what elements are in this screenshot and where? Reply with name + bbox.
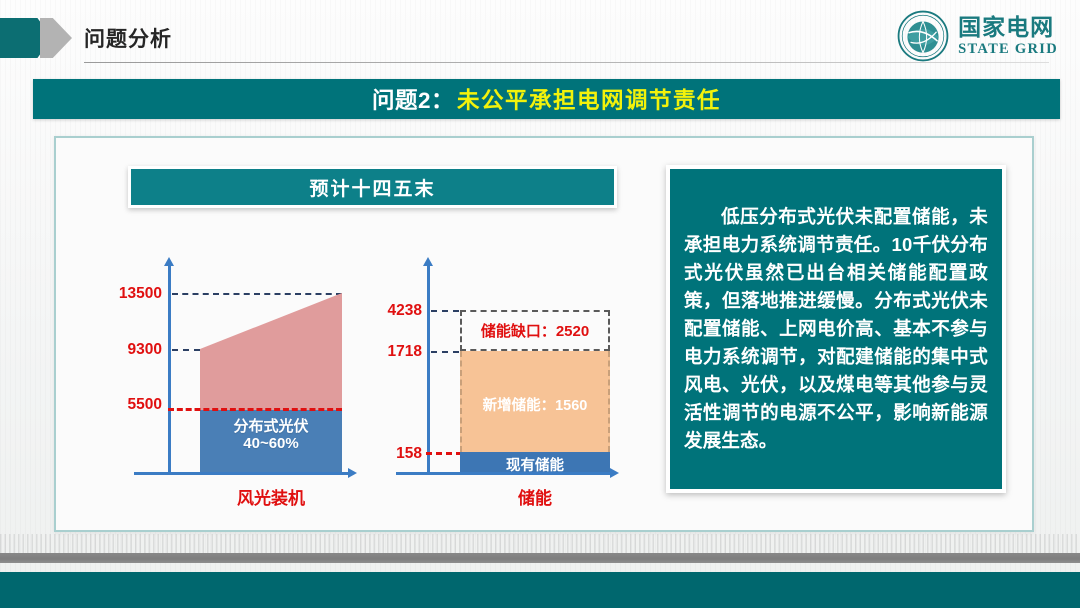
storage-gap-label: 储能缺口：2520 [480, 323, 590, 340]
breadcrumb: 问题分析 [84, 28, 172, 51]
guide-line-9300 [172, 349, 200, 351]
distributed-pv-bar-label: 分布式光伏 40~60% [200, 418, 342, 453]
chart-wind-solar-capacity: 13500 9300 5500 分布式光伏 40~60% 风光装机 [100, 257, 370, 508]
marker-line-158 [426, 452, 462, 455]
footer-gray-band [0, 553, 1080, 563]
y-tick-5500: 5500 [127, 396, 162, 413]
breadcrumb-chevron-gray-icon [40, 18, 72, 58]
marker-line-5500 [168, 408, 342, 411]
guide-line-4238 [431, 310, 459, 312]
storage-gap-box [460, 310, 610, 351]
header-divider [84, 62, 1049, 63]
slide-title-band: 问题2： 未公平承担电网调节责任 [33, 79, 1060, 119]
footer-texture [0, 534, 1080, 553]
y-tick-4238: 4238 [387, 302, 422, 319]
guide-line-1718 [431, 351, 459, 353]
existing-storage-label: 现有储能 [506, 458, 564, 474]
y-tick-158: 158 [396, 445, 422, 462]
guide-line-13500 [172, 293, 342, 295]
centralized-wind-solar-wedge [200, 293, 342, 410]
y-tick-1718: 1718 [387, 343, 422, 360]
analysis-note-text: 低压分布式光伏未配置储能，未承担电力系统调节责任。10千伏分布式光伏虽然已出台相… [684, 205, 988, 452]
new-storage-label: 新增储能：1560 [482, 398, 588, 414]
footer-teal-band [0, 572, 1080, 608]
slide-title-prefix: 问题2： [371, 88, 454, 113]
new-storage-bar [460, 351, 610, 452]
chart-energy-storage: 4238 1718 158 储能缺口：2520 新增储能：1560 现有储能 储… [382, 257, 652, 508]
y-axis [423, 257, 432, 474]
logo-text-en: STATE GRID [958, 40, 1058, 57]
forecast-banner: 预计十四五末 [128, 166, 617, 208]
distributed-pv-bar [200, 410, 342, 472]
x-axis-label-storage: 储能 [518, 489, 552, 508]
y-tick-9300: 9300 [127, 341, 162, 358]
distributed-pv-name: 分布式光伏 [233, 418, 309, 435]
x-axis [134, 468, 357, 477]
state-grid-globe-icon [897, 10, 949, 62]
brand-logo: 国家电网 STATE GRID [897, 10, 1058, 62]
slide-title-highlight: 未公平承担电网调节责任 [457, 88, 722, 113]
analysis-note-panel: 低压分布式光伏未配置储能，未承担电力系统调节责任。10千伏分布式光伏虽然已出台相… [666, 165, 1006, 493]
x-axis [396, 468, 619, 477]
existing-storage-bar [460, 452, 610, 472]
logo-text-cn: 国家电网 [958, 13, 1055, 40]
y-tick-13500: 13500 [118, 285, 162, 302]
y-axis [164, 257, 173, 474]
distributed-pv-share: 40~60% [243, 435, 299, 453]
x-axis-label-wind-solar: 风光装机 [237, 489, 305, 508]
forecast-banner-label: 预计十四五末 [309, 178, 436, 200]
